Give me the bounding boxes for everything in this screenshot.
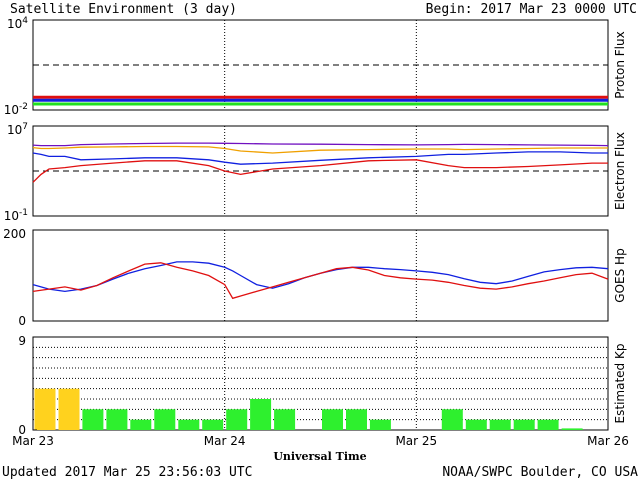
goes-hp-label: GOES Hp [613,248,627,302]
plot-title: Satellite Environment (3 day) [10,2,237,17]
agency-credit: NOAA/SWPC Boulder, CO USA [442,465,638,480]
kp-bar [369,419,391,430]
x-tick-label: Mar 25 [395,434,437,448]
electron-flux-label: Electron Flux [613,132,627,210]
begin-time: Begin: 2017 Mar 23 0000 UTC [426,2,637,17]
blue-series-line [32,261,609,293]
kp-bar [130,419,152,430]
y-tick-label: 9 [18,334,26,348]
kp-bar [34,388,56,430]
purple-series-line [32,142,609,147]
y-tick-label: 104 [7,16,28,31]
y-tick-label: 0 [18,314,26,328]
kp-bar [346,409,367,430]
estimated-kp-label: Estimated Kp [613,344,627,424]
goes-hp-panel: 200 0 GOES Hp [3,227,627,328]
blue-series-line [32,151,608,165]
x-tick-label: Mar 24 [204,434,246,448]
red-series-line [32,159,608,183]
kp-bar [561,428,583,430]
kp-bar [58,388,80,430]
proton-flux-panel: 104 10-2 Proton Flux [4,16,627,117]
kp-bar [465,419,487,430]
kp-bar [202,419,224,430]
kp-bar [322,409,343,430]
y-tick-label: 0 [18,423,26,437]
kp-bar [489,419,511,430]
estimated-kp-frame [32,336,609,431]
y-tick-label: 107 [7,122,28,137]
kp-bar [178,419,200,430]
x-tick-label: Mar 23 [12,434,54,448]
proton-flux-label: Proton Flux [613,31,627,98]
kp-bar [154,409,176,430]
kp-bar [106,409,128,430]
y-tick-label: 10-2 [4,102,28,117]
kp-bar [226,409,248,430]
kp-bar [82,409,104,430]
panels-group: Mar 23 Mar 24 Mar 25 Mar 26 104 10-2 Proton Fl… [3,16,629,448]
x-tick-label: Mar 26 [587,434,629,448]
kp-bar [537,419,559,430]
electron-flux-panel: 107 10-1 Electron Flux [4,122,627,223]
kp-bar [274,409,296,430]
kp-bar [513,419,535,430]
orange-series-line [32,145,608,154]
kp-bar [250,399,272,430]
kp-bar [441,409,463,430]
updated-time: Updated 2017 Mar 25 23:56:03 UTC [2,465,252,480]
y-tick-label: 200 [3,227,26,241]
red-series-line [32,262,609,300]
x-axis-label: Universal Time [273,450,366,463]
y-tick-label: 10-1 [4,208,28,223]
goes-hp-frame [32,229,609,322]
estimated-kp-panel: 9 0 Estimated Kp [18,334,627,437]
electron-flux-frame [32,125,609,217]
